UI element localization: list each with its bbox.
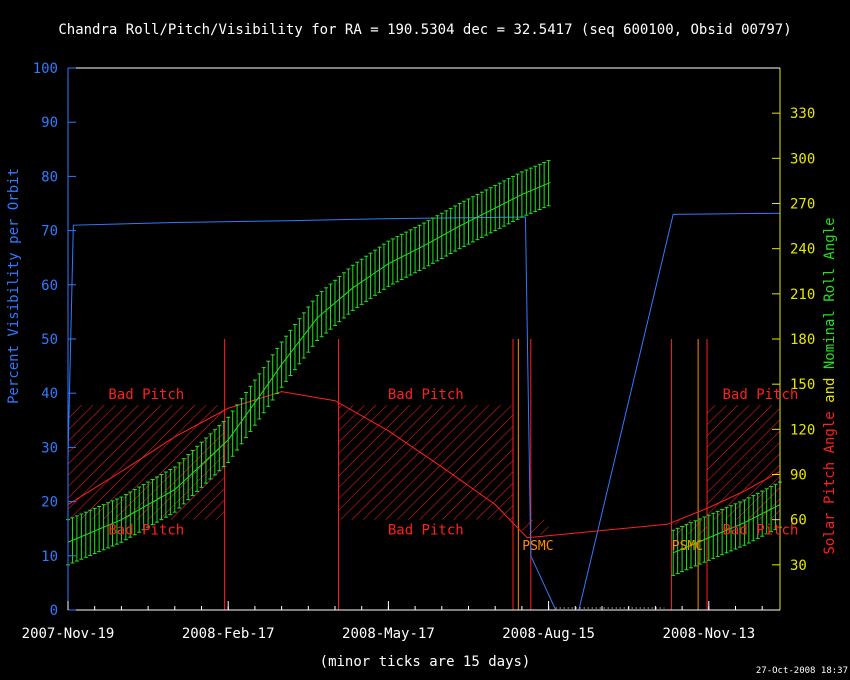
psmc-label: PSMC [672,539,703,554]
left-y-tick-label: 90 [41,115,58,131]
right-y-tick-label: 300 [790,151,815,167]
series-line [67,391,781,539]
chart-title: Chandra Roll/Pitch/Visibility for RA = 1… [58,22,791,38]
left-y-tick-label: 50 [41,332,58,348]
right-y-tick-label: 210 [790,287,815,303]
bad-pitch-label: Bad Pitch [388,523,464,539]
x-tick-label: 2008-Nov-13 [662,626,755,642]
left-y-tick-label: 0 [50,603,58,619]
right-y-tick-label: 30 [790,558,807,574]
right-y-tick-label: 120 [790,422,815,438]
right-y-tick-label: 90 [790,468,807,484]
x-tick-label: 2008-May-17 [342,626,435,642]
bad-pitch-label: Bad Pitch [388,387,464,403]
left-y-tick-label: 10 [41,549,58,565]
left-y-tick-label: 60 [41,278,58,294]
left-y-tick-label: 70 [41,224,58,240]
bad-pitch-region [338,405,513,520]
left-y-tick-label: 80 [41,169,58,185]
left-y-tick-label: 20 [41,495,58,511]
bad-pitch-label: Bad Pitch [108,387,184,403]
x-tick-label: 2007-Nov-19 [22,626,115,642]
x-axis-label: (minor ticks are 15 days) [320,654,531,670]
right-y-tick-label: 60 [790,513,807,529]
bad-pitch-label: Bad Pitch [108,523,184,539]
right-y-tick-label: 150 [790,377,815,393]
left-y-tick-label: 40 [41,386,58,402]
left-y-axis-label: Percent Visibility per Orbit [6,168,22,404]
right-y-tick-label: 180 [790,332,815,348]
bad-pitch-label: Bad Pitch [722,387,798,403]
right-y-axis-label: Solar Pitch Angle and Nominal Roll Angle [822,217,838,554]
right-y-tick-label: 270 [790,197,815,213]
right-y-tick-label: 240 [790,242,815,258]
timestamp: 27-Oct-2008 18:37 [756,666,848,676]
x-tick-label: 2008-Feb-17 [182,626,275,642]
right-y-axis-label-part: Solar Pitch Angle [822,411,838,554]
psmc-label: PSMC [522,539,553,554]
right-y-tick-label: 330 [790,106,815,122]
right-y-axis-label-part: and [822,378,838,412]
bad-pitch-label: Bad Pitch [722,523,798,539]
right-y-axis-label-part: Nominal Roll Angle [822,217,838,377]
bad-pitch-region [707,405,780,520]
x-tick-label: 2008-Aug-15 [502,626,595,642]
left-y-tick-label: 100 [33,61,58,77]
bad-pitch-region [521,519,549,535]
left-y-tick-label: 30 [41,440,58,456]
series-line [67,212,781,611]
